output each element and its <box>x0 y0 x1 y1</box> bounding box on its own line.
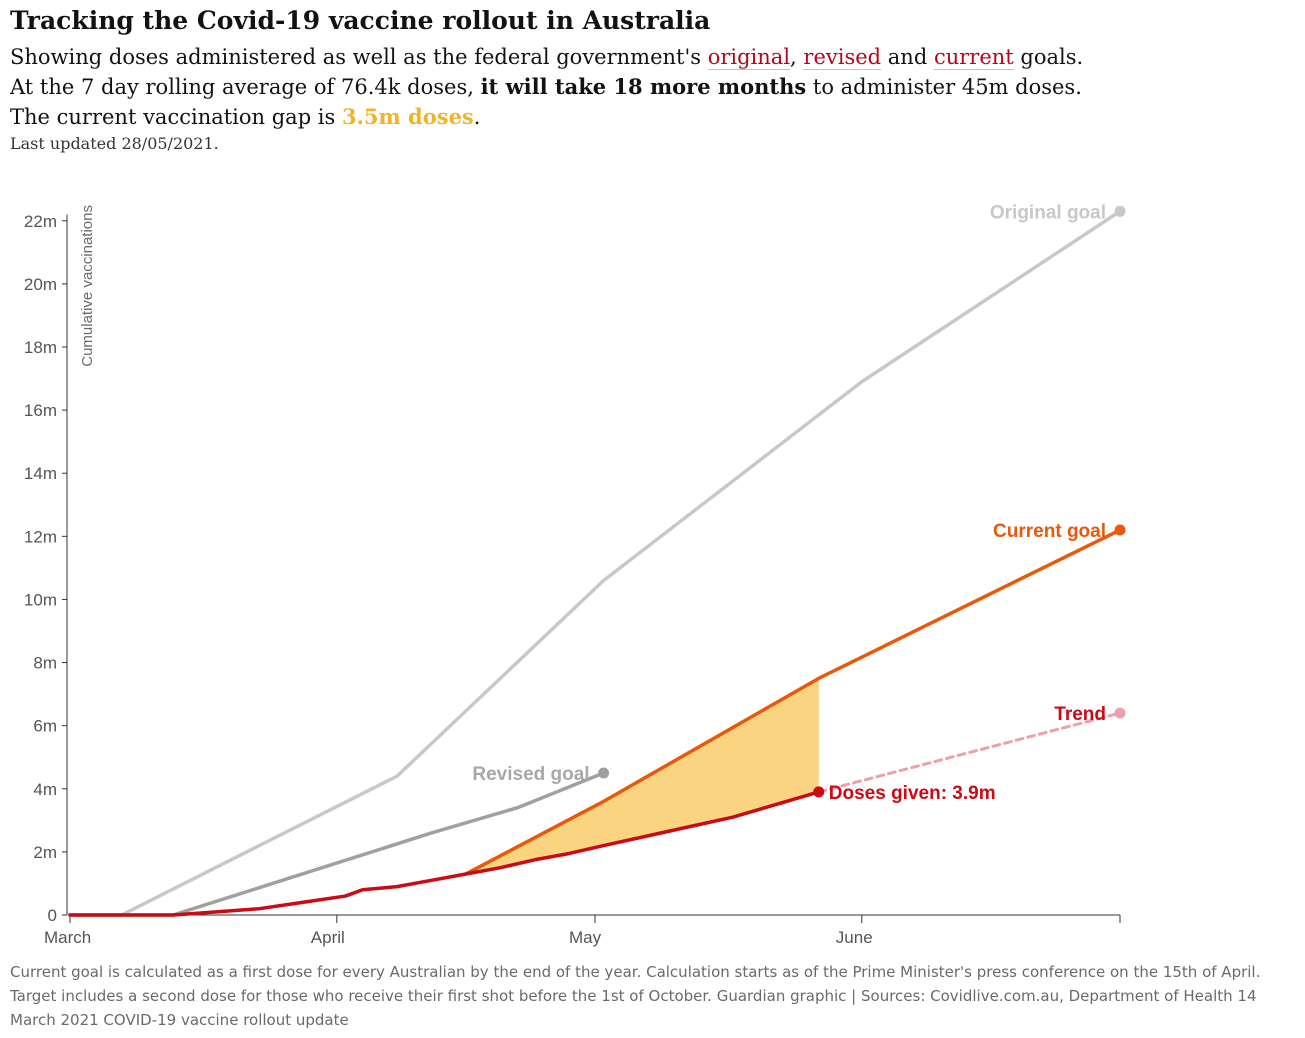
series-labels: Original goal Revised goal Current goal Tre… <box>472 202 1106 804</box>
revised-end-dot <box>598 767 610 779</box>
original-end-dot <box>1114 205 1126 217</box>
y-tick-label: 6m <box>33 717 57 736</box>
x-tick-label: June <box>836 928 873 947</box>
trend-line <box>817 711 1122 794</box>
x-tick-label: March <box>44 928 91 947</box>
subtitle-line2-prefix: At the 7 day rolling average of 76.4k do… <box>10 75 481 99</box>
original-label: Original goal <box>990 202 1106 223</box>
current-label: Current goal <box>993 521 1106 542</box>
y-tick-label: 18m <box>24 338 57 357</box>
subtitle-months-highlight: it will take 18 more months <box>480 74 807 99</box>
chart-subtitle: Showing doses administered as well as th… <box>10 42 1295 132</box>
y-axis-label: Cumulative vaccinations <box>79 205 96 367</box>
revised-label: Revised goal <box>472 764 589 785</box>
last-updated: Last updated 28/05/2021. <box>10 134 219 153</box>
subtitle-sep2: and <box>881 45 934 69</box>
trend-label: Trend <box>1054 704 1106 725</box>
chart-header: Tracking the Covid-19 vaccine rollout in… <box>10 0 1295 153</box>
keyword-revised-link[interactable]: revised <box>803 45 882 70</box>
subtitle-line1-prefix: Showing doses administered as well as th… <box>10 45 708 69</box>
vaccine-rollout-chart: 0 2m 4m 6m 8m 10m 12m 14m 16m 18m 20m 22m Cumulative… <box>24 202 1126 947</box>
chart-footnote: Current goal is calculated as a first do… <box>10 963 1261 1029</box>
y-tick-label: 16m <box>24 401 57 420</box>
series-lines <box>68 205 1126 917</box>
gap-area-group <box>465 678 819 874</box>
subtitle-gap-highlight: 3.5m doses <box>341 104 474 129</box>
y-tick-label: 4m <box>33 780 57 799</box>
y-tick-label: 14m <box>24 464 57 483</box>
chart-title: Tracking the Covid-19 vaccine rollout in… <box>10 6 711 35</box>
x-tick-label: April <box>311 928 345 947</box>
subtitle-line2-suffix: to administer 45m doses. <box>806 75 1082 99</box>
axes: 0 2m 4m 6m 8m 10m 12m 14m 16m 18m 20m 22m Cumulative… <box>24 205 1121 947</box>
y-tick-label: 0 <box>48 906 57 925</box>
subtitle-line3-suffix: . <box>473 105 481 129</box>
y-tick-label: 20m <box>24 275 57 294</box>
keyword-current-link[interactable]: current <box>933 45 1014 70</box>
current-end-dot <box>1114 524 1126 536</box>
y-tick-label: 12m <box>24 527 57 546</box>
doses-line <box>68 790 821 917</box>
subtitle-sep1: , <box>790 45 804 69</box>
y-tick-label: 8m <box>33 654 57 673</box>
keyword-original-link[interactable]: original <box>707 45 791 70</box>
y-tick-label: 10m <box>24 590 57 609</box>
gap-area <box>465 678 819 874</box>
current-line <box>464 528 1122 876</box>
y-tick-label: 22m <box>24 212 57 231</box>
x-tick-label: May <box>569 928 602 947</box>
doses-end-dot <box>813 786 825 798</box>
subtitle-line3-prefix: The current vaccination gap is <box>10 105 342 129</box>
subtitle-line1-suffix: goals. <box>1013 45 1084 69</box>
trend-end-dot <box>1114 707 1126 719</box>
y-tick-label: 2m <box>33 843 57 862</box>
doses-label: Doses given: 3.9m <box>829 783 996 804</box>
